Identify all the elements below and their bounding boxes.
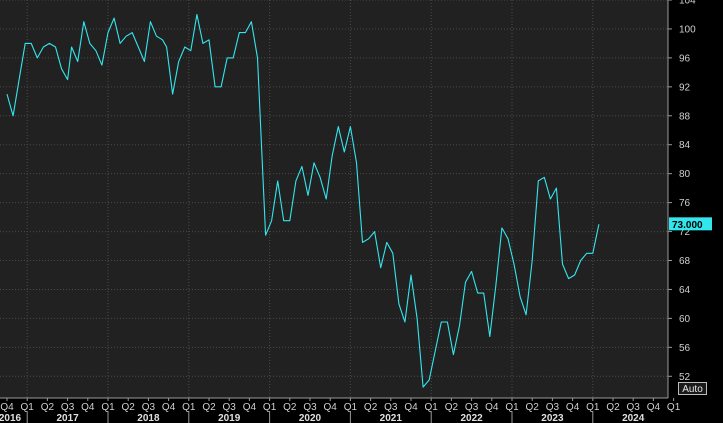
x-tick-label: Q1 [344,402,358,413]
x-tick-label: Q3 [303,402,317,413]
y-tick-label: 56 [679,343,691,354]
x-tick-label: Q3 [384,402,398,413]
year-label: 2016 [0,413,22,423]
y-tick-label: 96 [679,53,691,64]
last-value-label: 73.000 [672,220,703,231]
x-tick-label: Q4 [647,402,661,413]
plot-background [0,0,668,398]
x-tick-label: Q4 [162,402,176,413]
x-tick-label: Q3 [142,402,156,413]
y-tick-label: 72 [679,227,691,238]
axis-background [668,0,723,423]
y-axis: 52 56 60 64 68 72 76 80 84 88 92 96 100 104 [668,0,696,383]
x-tick-label: Q1 [425,402,439,413]
year-label: 2018 [137,413,160,423]
x-tick-label: Q2 [364,402,378,413]
x-tick-label: Q2 [606,402,620,413]
x-tick-label: Q1 [667,402,681,413]
x-tick-label: Q2 [122,402,136,413]
year-label: 2017 [56,413,79,423]
x-tick-label: Q4 [81,402,95,413]
y-tick-label: 88 [679,111,691,122]
x-tick-label: Q1 [101,402,115,413]
year-label: 2020 [299,413,322,423]
x-tick-label: Q2 [283,402,297,413]
x-tick-label: Q1 [505,402,519,413]
x-tick-label: Q3 [546,402,560,413]
grid-lines [0,0,668,398]
x-tick-label: Q2 [445,402,459,413]
x-tick-label: Q4 [404,402,418,413]
series-layer [6,13,600,388]
x-tick-label: Q2 [41,402,55,413]
y-tick-label: 76 [679,198,691,209]
x-tick-label: Q1 [586,402,600,413]
x-tick-label: Q2 [202,402,216,413]
year-label: 2023 [541,413,564,423]
x-tick-label: Q3 [465,402,479,413]
last-value-marker: 73.000 [669,217,712,231]
last-value-box [669,217,712,231]
x-tick-label: Q3 [223,402,237,413]
series-line [6,13,600,388]
auto-scale-button[interactable]: Auto [678,382,707,395]
x-tick-label: Q1 [182,402,196,413]
x-tick-label: Q4 [566,402,580,413]
x-tick-label: Q4 [0,402,14,413]
x-tick-label: Q4 [324,402,338,413]
y-tick-label: 100 [679,24,696,35]
x-tick-label: Q4 [243,402,257,413]
y-tick-label: 92 [679,82,691,93]
x-tick-label: Q3 [61,402,75,413]
x-tick-label: Q4 [485,402,499,413]
x-tick-label: Q1 [21,402,35,413]
y-tick-label: 68 [679,256,691,267]
y-tick-label: 104 [679,0,696,7]
x-tick-label: Q3 [627,402,641,413]
x-axis-background [0,398,668,423]
x-axis: Q4 Q1 Q2 Q3 Q4 Q1 Q2 Q3 Q4 Q1 Q2 Q3 Q4 Q1 Q2 Q3 Q4 Q1 Q2 Q3… [0,398,681,423]
x-tick-label: Q2 [526,402,540,413]
y-tick-label: 60 [679,314,691,325]
year-label: 2019 [218,413,241,423]
year-label: 2024 [622,413,645,423]
y-tick-label: 84 [679,140,691,151]
year-label: 2022 [460,413,483,423]
y-tick-label: 64 [679,285,691,296]
x-tick-label: Q1 [263,402,277,413]
y-tick-label: 52 [679,372,691,383]
y-tick-label: 80 [679,169,691,180]
year-label: 2021 [380,413,403,423]
